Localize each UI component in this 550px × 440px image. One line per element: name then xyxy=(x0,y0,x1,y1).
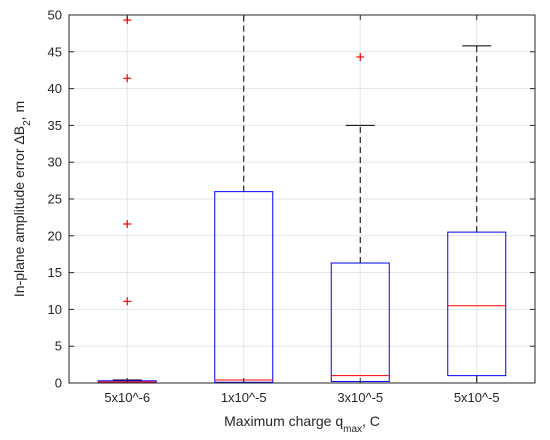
x-tick-label: 5x10^-5 xyxy=(454,390,500,405)
y-tick-label: 25 xyxy=(48,192,62,207)
y-tick-label: 40 xyxy=(48,81,62,96)
outlier-marker xyxy=(123,220,132,229)
y-tick-label: 0 xyxy=(55,376,62,391)
y-axis-label: In-plane amplitude error ΔB2, m xyxy=(11,101,33,297)
y-tick-label: 20 xyxy=(48,228,62,243)
axis-ticks: 0 5 10 15 20 25 30 35 40 45 50 5x10^-6 1x10^-5 3x10^-… xyxy=(48,8,535,405)
box xyxy=(447,231,507,377)
outlier-marker xyxy=(123,297,132,306)
outlier-marker xyxy=(356,52,365,61)
x-tick-label: 3x10^-5 xyxy=(337,390,383,405)
y-tick-label: 50 xyxy=(48,8,62,23)
y-tick-label: 10 xyxy=(48,302,62,317)
x-tick-label: 5x10^-6 xyxy=(104,390,150,405)
grid-lines xyxy=(69,14,535,384)
y-tick-label: 15 xyxy=(48,265,62,280)
x-tick-label: 1x10^-5 xyxy=(221,390,267,405)
y-tick-label: 35 xyxy=(48,118,62,133)
x-axis-label: Maximum charge qmax, C xyxy=(224,413,380,435)
y-tick-label: 45 xyxy=(48,44,62,59)
outlier-marker xyxy=(123,74,132,83)
y-tick-label: 30 xyxy=(48,155,62,170)
y-tick-label: 5 xyxy=(55,339,62,354)
